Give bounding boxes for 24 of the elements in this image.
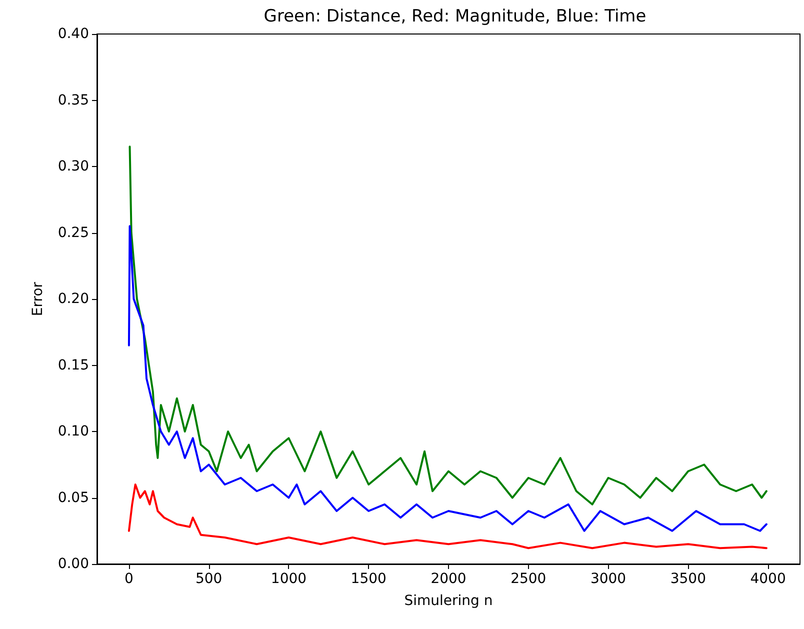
y-tick-label: 0.00 bbox=[58, 556, 89, 572]
line-series bbox=[128, 225, 768, 532]
chart-title: Green: Distance, Red: Magnitude, Blue: Time bbox=[264, 6, 646, 26]
x-tick-label: 2000 bbox=[430, 571, 466, 587]
x-tick-label: 3000 bbox=[590, 571, 626, 587]
y-tick-label: 0.35 bbox=[58, 92, 89, 108]
x-tick-label: 4000 bbox=[750, 571, 786, 587]
x-tick-label: 3500 bbox=[670, 571, 706, 587]
y-tick-label: 0.10 bbox=[58, 424, 89, 440]
y-tick-label: 0.15 bbox=[58, 357, 89, 374]
line-series bbox=[128, 146, 768, 506]
x-axis-title: Simulering n bbox=[404, 593, 493, 609]
y-axis-title: Error bbox=[30, 282, 46, 316]
x-tick-label: 1500 bbox=[350, 571, 386, 587]
x-tick-label: 2500 bbox=[510, 571, 546, 587]
x-tick-label: 1000 bbox=[270, 571, 307, 587]
x-tick-label: 0 bbox=[124, 571, 134, 587]
y-tick-label: 0.05 bbox=[58, 490, 89, 506]
y-tick-label: 0.25 bbox=[58, 224, 89, 241]
line-series bbox=[128, 484, 768, 550]
x-tick-label: 500 bbox=[195, 571, 222, 587]
y-tick-label: 0.20 bbox=[58, 291, 89, 307]
y-tick-label: 0.30 bbox=[58, 158, 89, 174]
y-tick-label: 0.40 bbox=[58, 26, 89, 42]
